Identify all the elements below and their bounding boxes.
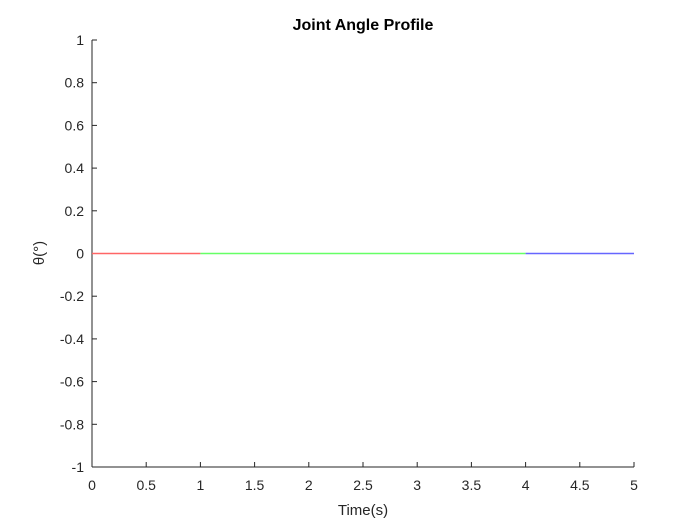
x-tick-label-10: 5 — [630, 477, 638, 493]
y-tick-label-5: 0 — [76, 246, 84, 262]
y-tick-label-8: 0.6 — [65, 117, 85, 133]
x-tick-label-6: 3 — [413, 477, 421, 493]
y-tick-label-9: 0.8 — [65, 75, 85, 91]
x-tick-label-8: 4 — [522, 477, 530, 493]
plot-area: 0 0.5 1 1.5 2 2.5 3 3.5 4 4.5 5 -1 -0.8 -0.6 -0.4 -0.2 0… — [60, 32, 638, 493]
y-tick-label-10: 1 — [76, 32, 84, 48]
y-tick-label-6: 0.2 — [65, 203, 85, 219]
y-tick-label-3: -0.4 — [60, 331, 84, 347]
x-tick-label-5: 2.5 — [353, 477, 373, 493]
y-tick-label-0: -1 — [72, 459, 85, 475]
x-tick-label-0: 0 — [88, 477, 96, 493]
y-axis-label: θ(°) — [31, 241, 48, 265]
y-tick-label-4: -0.2 — [60, 288, 84, 304]
y-tick-label-1: -0.8 — [60, 416, 84, 432]
x-tick-label-1: 0.5 — [136, 477, 156, 493]
x-tick-label-7: 3.5 — [462, 477, 482, 493]
y-tick-label-2: -0.6 — [60, 374, 84, 390]
x-tick-label-9: 4.5 — [570, 477, 590, 493]
chart-title: Joint Angle Profile — [293, 17, 434, 34]
x-tick-label-3: 1.5 — [245, 477, 265, 493]
x-tick-label-4: 2 — [305, 477, 313, 493]
y-tick-label-7: 0.4 — [65, 160, 85, 176]
x-axis-label: Time(s) — [338, 502, 388, 519]
x-tick-label-2: 1 — [197, 477, 205, 493]
